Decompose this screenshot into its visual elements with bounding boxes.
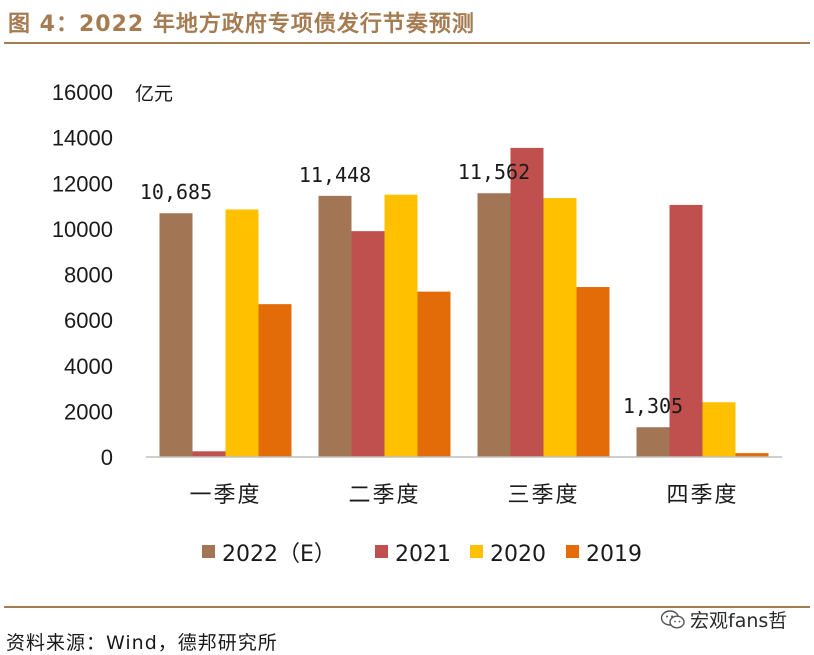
data-labels: 10,685 11,448 11,562 1,305 bbox=[140, 160, 683, 418]
bar-3-1 bbox=[225, 209, 259, 457]
legend-label: 2020 bbox=[490, 542, 546, 567]
category-label: 四季度 bbox=[666, 483, 738, 508]
y-axis-unit-label: 亿元 bbox=[135, 83, 173, 105]
bar-2-3 bbox=[510, 147, 544, 457]
legend-label: 2022（E） bbox=[222, 542, 336, 567]
legend-label: 2021 bbox=[395, 542, 451, 567]
y-tick-label: 6000 bbox=[64, 308, 113, 333]
bar-2-4 bbox=[669, 204, 703, 457]
bar-4-4 bbox=[735, 453, 769, 457]
legend: 2022（E） 2021 2020 2019 bbox=[202, 542, 642, 567]
bar-4-1 bbox=[258, 304, 292, 457]
y-tick-label: 12000 bbox=[52, 171, 113, 196]
bar-2-1 bbox=[192, 451, 226, 457]
watermark: 宏观fans哲 bbox=[660, 606, 787, 633]
y-tick-label: 2000 bbox=[64, 399, 113, 424]
bar-3-3 bbox=[543, 198, 577, 457]
y-tick-label: 0 bbox=[101, 445, 113, 470]
y-axis-labels: 0 2000 4000 6000 8000 10000 12000 14000 16000 bbox=[52, 80, 113, 470]
data-label: 11,562 bbox=[458, 160, 530, 184]
legend-swatch bbox=[566, 545, 579, 558]
y-tick-label: 10000 bbox=[52, 217, 113, 242]
bar-3-4 bbox=[702, 402, 736, 457]
data-label: 11,448 bbox=[299, 163, 371, 187]
bar-chart: 0 2000 4000 6000 8000 10000 12000 14000 16000 亿元… bbox=[52, 80, 782, 567]
bar-1-1 bbox=[159, 213, 193, 457]
y-tick-label: 16000 bbox=[52, 80, 113, 105]
source-note: 资料来源：Wind，德邦研究所 bbox=[6, 632, 278, 654]
bar-4-2 bbox=[417, 291, 451, 457]
category-label: 三季度 bbox=[507, 483, 579, 508]
y-tick-label: 4000 bbox=[64, 354, 113, 379]
data-label: 1,305 bbox=[623, 394, 683, 418]
bar-1-3 bbox=[477, 193, 511, 457]
bar-1-4 bbox=[636, 427, 670, 457]
legend-swatch bbox=[202, 545, 215, 558]
data-label: 10,685 bbox=[140, 180, 212, 204]
footer-divider bbox=[4, 606, 810, 608]
bar-4-3 bbox=[576, 287, 610, 457]
header-divider bbox=[4, 42, 810, 44]
chart-title: 图 4：2022 年地方政府专项债发行节奏预测 bbox=[8, 12, 475, 37]
category-label: 二季度 bbox=[348, 483, 420, 508]
y-tick-label: 14000 bbox=[52, 126, 113, 151]
y-tick-label: 8000 bbox=[64, 263, 113, 288]
legend-label: 2019 bbox=[586, 542, 642, 567]
category-label: 一季度 bbox=[189, 483, 261, 508]
bar-1-2 bbox=[318, 195, 352, 457]
bar-3-2 bbox=[384, 194, 418, 457]
watermark-text: 宏观fans哲 bbox=[690, 610, 788, 632]
wechat-icon bbox=[660, 609, 685, 629]
bars bbox=[159, 147, 769, 457]
bar-2-2 bbox=[351, 231, 385, 457]
legend-swatch bbox=[375, 545, 388, 558]
legend-swatch bbox=[470, 545, 483, 558]
category-labels: 一季度 二季度 三季度 四季度 bbox=[189, 483, 738, 508]
